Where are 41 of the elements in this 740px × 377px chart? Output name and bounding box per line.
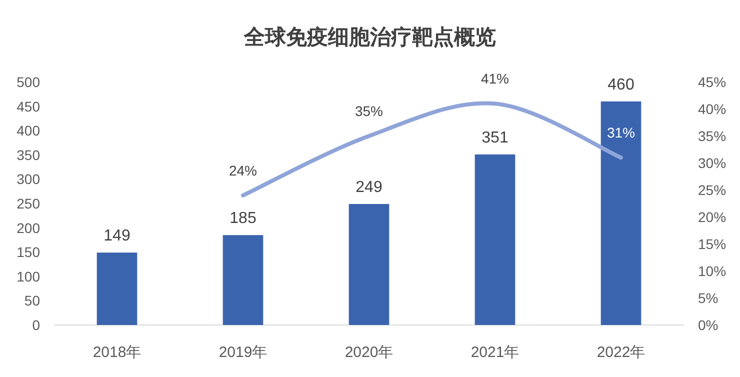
x-tick-label: 2018年 [92,344,142,361]
data-label: 351 [482,129,508,146]
data-label: 24% [228,162,258,178]
bar [96,252,138,325]
x-tick-label: 2019年 [218,344,268,361]
y-tick-label: 250 [16,196,40,212]
chart-title: 全球免疫细胞治疗靶点概览 [243,25,496,49]
data-label: 185 [230,210,256,228]
y-tick-label: 150 [16,244,40,260]
y2-tick-label: 0% [698,317,718,333]
y2-tick-label: 30% [698,155,726,171]
data-label: 41% [480,70,510,87]
bar [222,235,264,325]
bar [348,204,390,325]
x-tick-label: 2020年 [344,344,394,361]
y-tick-label: 100 [16,268,40,284]
y2-tick-label: 25% [698,182,726,198]
x-tick-label: 2022年 [596,344,646,361]
data-label: 149 [104,228,130,245]
data-label: 35% [354,103,384,119]
y-tick-label: 450 [16,98,40,114]
y2-tick-label: 40% [698,101,726,117]
bar [474,154,516,325]
y-tick-label: 200 [16,220,40,236]
y-tick-label: 300 [16,171,40,188]
x-tick-label: 2021年 [470,344,520,361]
y2-tick-label: 35% [698,128,726,144]
y2-tick-label: 10% [698,263,726,279]
y-tick-label: 350 [16,146,40,163]
y2-tick-label: 45% [698,74,726,90]
y2-tick-label: 20% [698,209,726,225]
y2-tick-label: 5% [698,290,718,306]
y-tick-label: 400 [16,122,40,139]
y-tick-label: 0 [32,317,40,333]
y-tick-label: 500 [16,74,40,90]
data-label: 31% [606,124,636,141]
data-label: 249 [356,178,382,196]
bar [600,101,642,325]
data-label: 460 [608,76,634,94]
y-tick-label: 50 [24,292,40,309]
y2-tick-label: 15% [698,236,726,252]
